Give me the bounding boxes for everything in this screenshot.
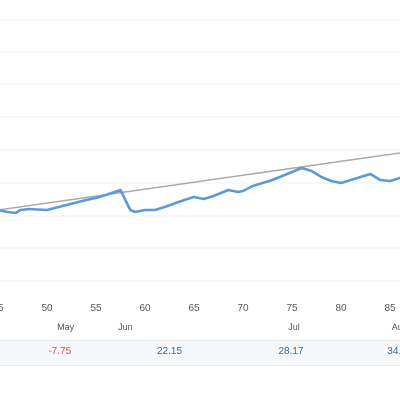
x-tick-label: 60: [139, 303, 151, 314]
balance-line: [0, 166, 400, 215]
x-tick-label: 55: [90, 303, 102, 314]
month-label: Aug: [392, 322, 400, 332]
month-label: Jun: [118, 322, 133, 332]
x-tick-label: 65: [188, 303, 200, 314]
x-tick-label: 50: [41, 303, 53, 314]
x-axis-ticks: 45 50 55 60 65 70 75 80 85: [0, 303, 396, 314]
month-labels: May Jun Jul Aug: [57, 322, 400, 332]
x-tick-label: 70: [237, 303, 249, 314]
x-tick-label: 75: [286, 303, 298, 314]
month-label: Jul: [288, 322, 300, 332]
monthly-return-value: 28.17: [278, 346, 304, 357]
x-tick-label: 45: [0, 303, 4, 314]
gridlines: [0, 19, 400, 282]
trend-line: [0, 152, 400, 211]
monthly-returns-strip: -7.75 22.15 28.17 34.83: [0, 340, 400, 366]
monthly-return-value: -7.75: [48, 346, 72, 357]
series-lines: [0, 152, 400, 215]
x-tick-label: 85: [384, 303, 396, 314]
monthly-return-value: 34.83: [387, 346, 400, 357]
month-label: May: [57, 322, 75, 332]
x-tick-label: 80: [335, 303, 347, 314]
monthly-return-value: 22.15: [156, 346, 183, 357]
